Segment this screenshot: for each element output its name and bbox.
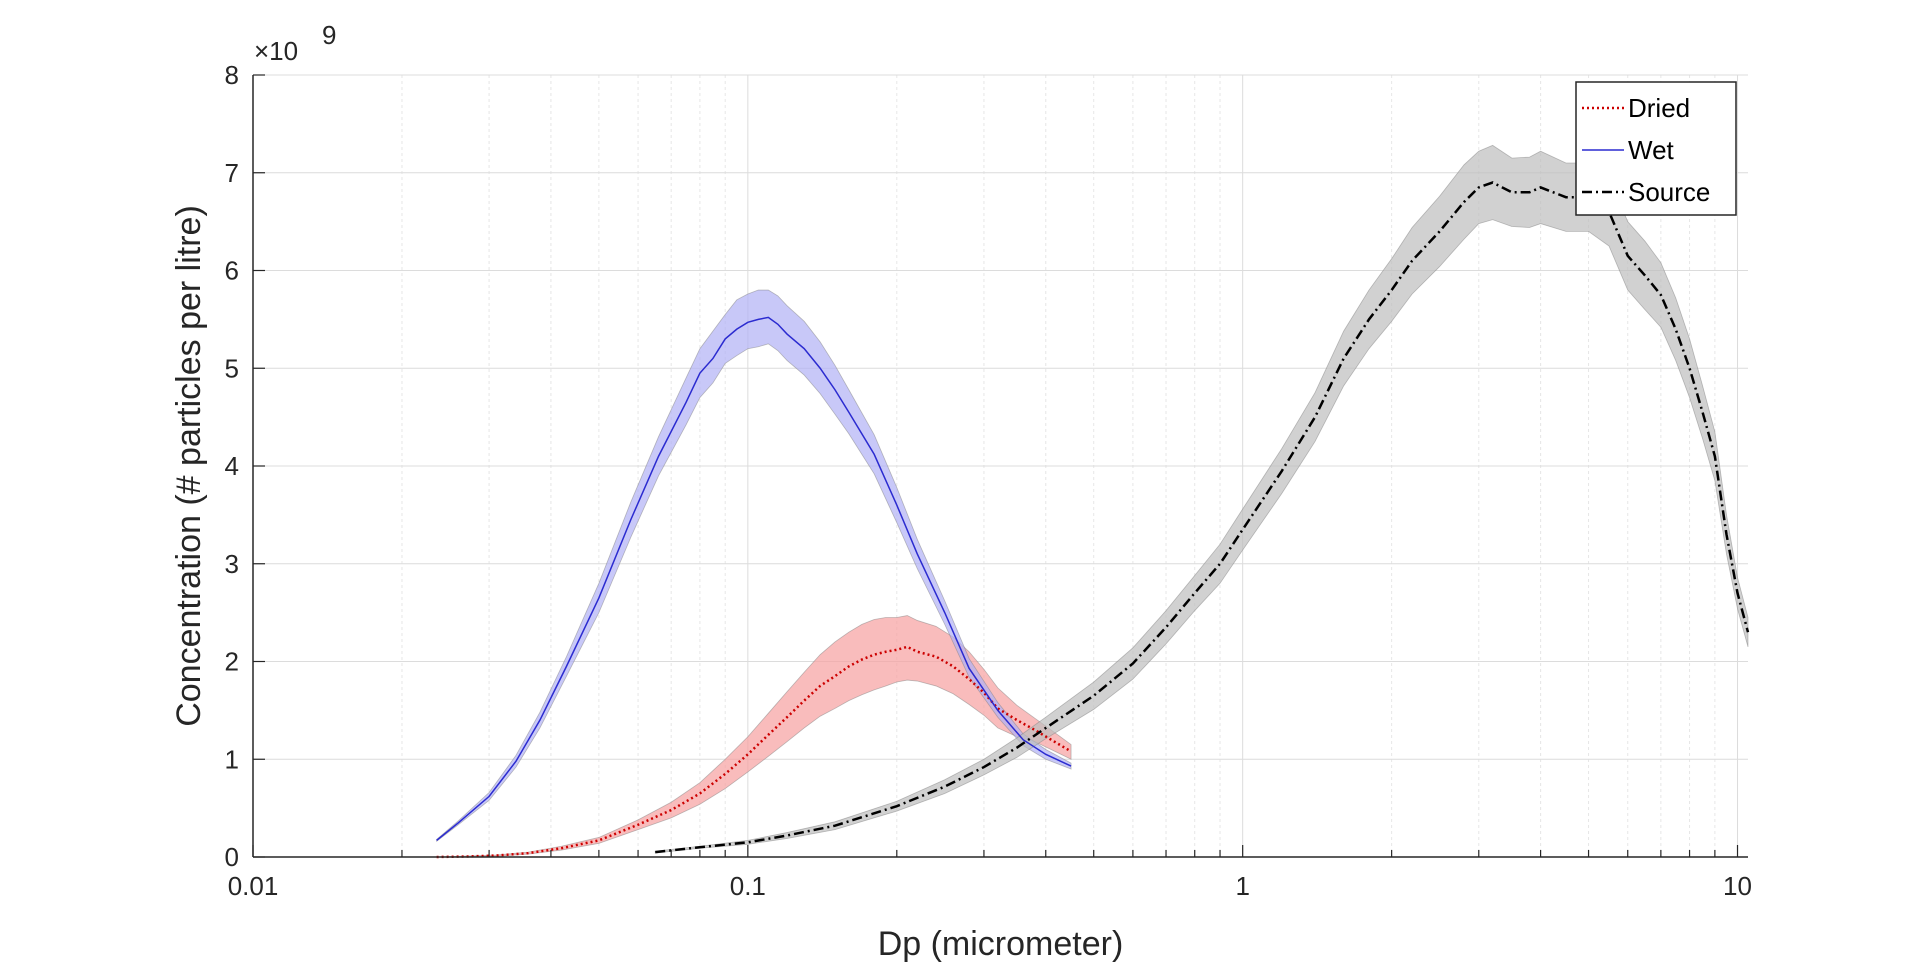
- legend: Dried Wet Source: [1575, 81, 1737, 216]
- band-source: [654, 144, 1749, 854]
- y-axis-label: Concentration (# particles per litre): [170, 205, 208, 727]
- y-tick-label: 7: [225, 158, 239, 188]
- y-tick-label: 0: [225, 842, 239, 872]
- y-tick-label: 5: [225, 353, 239, 383]
- confidence-bands: [436, 144, 1749, 858]
- tick-labels: 0.01 0.1 1 10 0 1 2 3 4 5 6 7 8: [225, 60, 1752, 901]
- series-lines: [436, 181, 1750, 859]
- y-tick-label: 1: [225, 744, 239, 774]
- legend-label-wet: Wet: [1628, 135, 1675, 165]
- y-tick-label: 6: [225, 256, 239, 286]
- band-dried: [436, 615, 1072, 858]
- series-line-wet: [436, 316, 1072, 841]
- band-wet: [436, 289, 1072, 843]
- legend-label-dried: Dried: [1628, 93, 1690, 123]
- series-line-dried: [436, 645, 1072, 859]
- y-exponent-base: ×10: [254, 36, 298, 66]
- y-tick-label: 8: [225, 60, 239, 90]
- y-tick-label: 2: [225, 647, 239, 677]
- x-tick-label: 0.1: [730, 871, 766, 901]
- x-tick-label: 1: [1235, 871, 1249, 901]
- y-tick-label: 4: [225, 451, 239, 481]
- y-tick-label: 3: [225, 549, 239, 579]
- axes: [252, 74, 1748, 858]
- series-line-source: [655, 181, 1750, 854]
- legend-label-source: Source: [1628, 177, 1710, 207]
- y-exponent-power: 9: [322, 20, 336, 50]
- x-axis-label: Dp (micrometer): [878, 925, 1124, 963]
- x-tick-label: 10: [1723, 871, 1752, 901]
- x-tick-label: 0.01: [228, 871, 279, 901]
